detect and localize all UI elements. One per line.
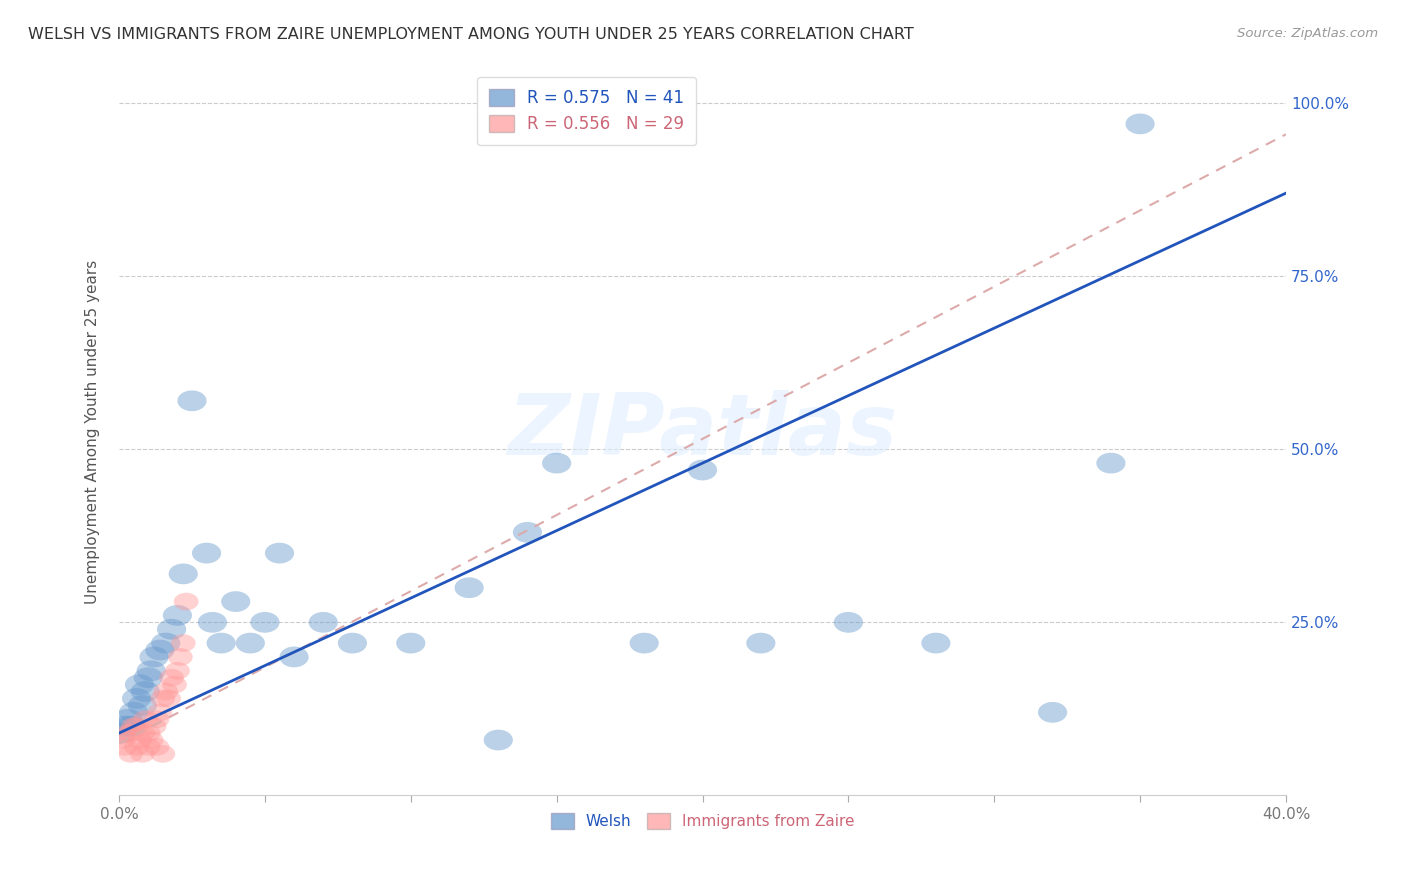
Ellipse shape [124,738,149,756]
Ellipse shape [145,640,174,660]
Ellipse shape [145,710,169,728]
Text: WELSH VS IMMIGRANTS FROM ZAIRE UNEMPLOYMENT AMONG YOUTH UNDER 25 YEARS CORRELATI: WELSH VS IMMIGRANTS FROM ZAIRE UNEMPLOYM… [28,27,914,42]
Ellipse shape [139,731,163,749]
Ellipse shape [150,745,176,763]
Ellipse shape [122,688,150,709]
Ellipse shape [396,632,426,654]
Ellipse shape [264,542,294,564]
Ellipse shape [136,738,160,756]
Ellipse shape [1038,702,1067,723]
Ellipse shape [110,715,139,737]
Ellipse shape [121,717,146,735]
Ellipse shape [131,681,160,702]
Y-axis label: Unemployment Among Youth under 25 years: Unemployment Among Youth under 25 years [86,260,100,604]
Ellipse shape [136,724,160,742]
Ellipse shape [159,669,184,687]
Ellipse shape [156,690,181,707]
Ellipse shape [142,717,166,735]
Ellipse shape [148,704,173,721]
Ellipse shape [118,724,143,742]
Ellipse shape [110,731,135,749]
Ellipse shape [107,723,136,743]
Ellipse shape [150,632,180,654]
Ellipse shape [1126,113,1154,135]
Ellipse shape [124,717,149,735]
Ellipse shape [747,632,776,654]
Ellipse shape [543,453,571,474]
Ellipse shape [145,738,169,756]
Ellipse shape [174,593,198,610]
Ellipse shape [309,612,337,632]
Ellipse shape [128,695,157,715]
Ellipse shape [136,660,166,681]
Ellipse shape [172,634,195,652]
Ellipse shape [112,738,138,756]
Ellipse shape [221,591,250,612]
Ellipse shape [207,632,236,654]
Ellipse shape [280,647,309,667]
Ellipse shape [513,522,543,542]
Ellipse shape [115,724,141,742]
Ellipse shape [134,710,157,728]
Ellipse shape [150,690,176,707]
Text: Source: ZipAtlas.com: Source: ZipAtlas.com [1237,27,1378,40]
Ellipse shape [193,542,221,564]
Ellipse shape [157,619,186,640]
Ellipse shape [177,391,207,411]
Ellipse shape [1097,453,1126,474]
Ellipse shape [129,745,155,763]
Ellipse shape [921,632,950,654]
Ellipse shape [125,674,155,695]
Ellipse shape [117,715,145,737]
Ellipse shape [250,612,280,632]
Ellipse shape [134,667,163,688]
Ellipse shape [236,632,264,654]
Ellipse shape [162,676,187,693]
Ellipse shape [139,647,169,667]
Ellipse shape [630,632,659,654]
Ellipse shape [454,577,484,599]
Ellipse shape [165,662,190,680]
Ellipse shape [118,745,143,763]
Ellipse shape [169,564,198,584]
Ellipse shape [127,731,152,749]
Ellipse shape [153,682,179,700]
Ellipse shape [129,724,155,742]
Ellipse shape [337,632,367,654]
Ellipse shape [484,730,513,750]
Legend: Welsh, Immigrants from Zaire: Welsh, Immigrants from Zaire [544,806,860,835]
Ellipse shape [114,709,142,730]
Ellipse shape [834,612,863,632]
Ellipse shape [163,605,193,626]
Ellipse shape [198,612,226,632]
Ellipse shape [167,648,193,665]
Text: ZIPatlas: ZIPatlas [508,391,897,474]
Ellipse shape [688,459,717,481]
Ellipse shape [120,702,148,723]
